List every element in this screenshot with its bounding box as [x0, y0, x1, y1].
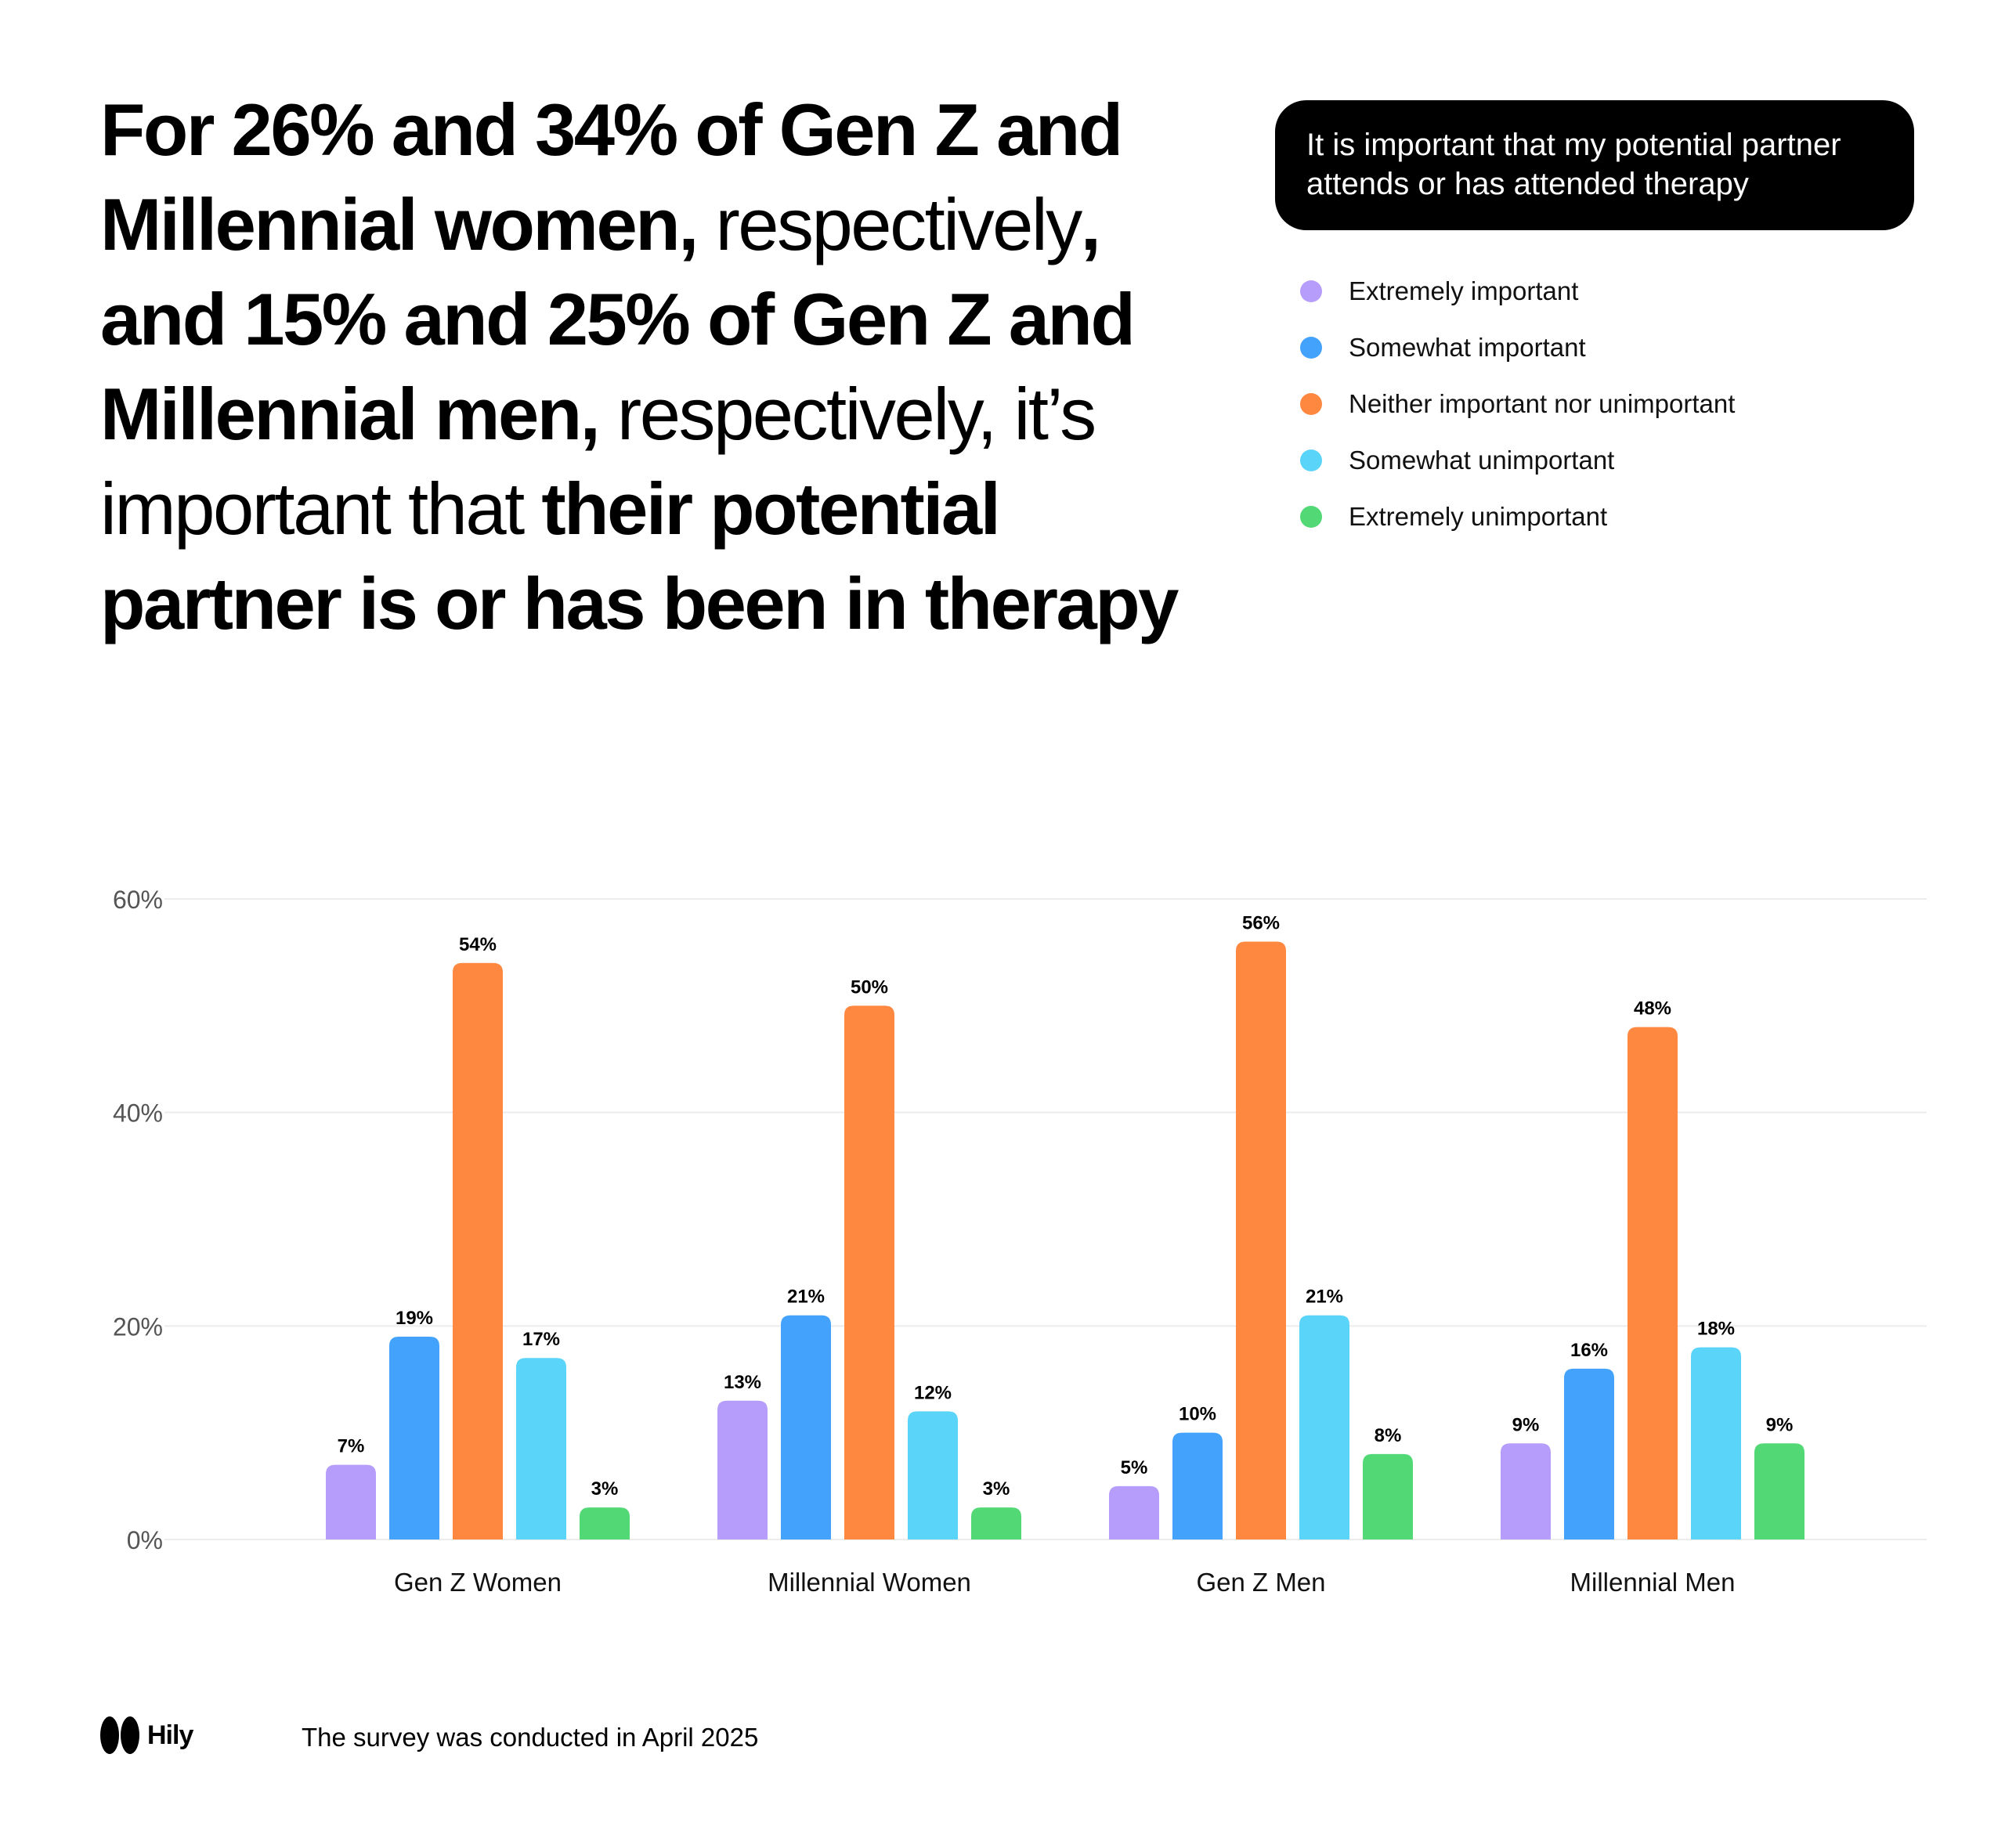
legend: Extremely important Somewhat important Nei… [1300, 263, 1735, 545]
bar [1627, 1027, 1678, 1539]
bar-value-label: 48% [1634, 998, 1671, 1020]
legend-item: Extremely unimportant [1300, 489, 1735, 545]
bar-chart: 0% 20% 40% 60% 7% 19% 54% 17% 3% Gen Z Women 13% 21… [113, 886, 1927, 1597]
bar [1754, 1443, 1804, 1539]
bar [717, 1400, 768, 1539]
bar-value-label: 5% [1121, 1457, 1148, 1478]
bar [1172, 1432, 1223, 1539]
y-tick-label: 0% [127, 1526, 163, 1554]
legend-label: Neither important nor unimportant [1349, 389, 1736, 418]
bar [580, 1507, 630, 1539]
bar-value-label: 17% [522, 1329, 560, 1350]
x-tick-label: Millennial Men [1570, 1568, 1736, 1597]
bar-value-label: 13% [724, 1372, 761, 1393]
bar-value-label: 7% [338, 1436, 365, 1457]
bar [1299, 1315, 1349, 1539]
y-tick-label: 40% [113, 1099, 163, 1128]
bar-value-label: 9% [1766, 1414, 1794, 1435]
bar-value-label: 50% [851, 976, 888, 998]
legend-label: Extremely important [1349, 276, 1579, 305]
x-tick-label: Gen Z Women [394, 1568, 562, 1597]
hily-logo-icon [100, 1716, 139, 1754]
headline-segment: , and 15% and 25% of Gen Z and Millennia… [100, 183, 1136, 455]
bar-value-label: 9% [1512, 1414, 1540, 1435]
bar [1236, 941, 1286, 1539]
bar-value-label: 19% [396, 1308, 433, 1329]
bar [1564, 1368, 1614, 1539]
bar-value-label: 16% [1570, 1340, 1608, 1361]
bar-value-label: 10% [1179, 1404, 1216, 1425]
legend-item: Extremely important [1300, 263, 1735, 319]
bar-value-label: 54% [459, 934, 497, 955]
bar-value-label: 18% [1697, 1319, 1735, 1340]
brand-logo: Hily [100, 1716, 193, 1754]
legend-label: Somewhat important [1349, 333, 1586, 362]
legend-label: Extremely unimportant [1349, 502, 1608, 531]
bar-value-label: 3% [591, 1478, 619, 1500]
legend-item: Neither important nor unimportant [1300, 376, 1735, 432]
bar [908, 1411, 958, 1539]
legend-label: Somewhat unimportant [1349, 446, 1615, 475]
bar-value-label: 8% [1375, 1425, 1402, 1446]
bar [844, 1005, 894, 1539]
bar-value-label: 56% [1242, 913, 1280, 934]
x-tick-label: Millennial Women [768, 1568, 971, 1597]
headline-segment: respectively [696, 183, 1082, 265]
bar [1501, 1443, 1551, 1539]
legend-title: It is important that my potential partne… [1275, 100, 1914, 230]
brand-name: Hily [147, 1720, 193, 1750]
bar [971, 1507, 1021, 1539]
bar [1109, 1485, 1159, 1539]
bar-value-label: 3% [983, 1478, 1010, 1500]
bar [1691, 1347, 1741, 1539]
y-tick-label: 20% [113, 1312, 163, 1341]
bar-value-label: 12% [914, 1382, 952, 1403]
headline-segment: their potential partner is or has been i… [100, 467, 1179, 644]
bar [781, 1315, 831, 1539]
headline: For 26% and 34% of Gen Z and Millennial … [100, 82, 1228, 651]
headline-segment: For 26% and 34% of Gen Z and Millennial … [100, 88, 1123, 265]
legend-swatch-icon [1300, 393, 1322, 415]
bar [389, 1336, 439, 1539]
bar [516, 1358, 566, 1539]
bar-value-label: 21% [787, 1287, 825, 1308]
headline-segment: respectively, it’s important that [100, 373, 1096, 550]
bar-value-label: 21% [1306, 1287, 1343, 1308]
legend-item: Somewhat unimportant [1300, 432, 1735, 489]
legend-swatch-icon [1300, 506, 1322, 528]
bar [1363, 1453, 1413, 1539]
legend-swatch-icon [1300, 280, 1322, 302]
y-tick-label: 60% [113, 886, 163, 914]
survey-footnote: The survey was conducted in April 2025 [302, 1723, 759, 1752]
bar [453, 962, 503, 1539]
legend-item: Somewhat important [1300, 319, 1735, 376]
legend-swatch-icon [1300, 337, 1322, 359]
x-tick-label: Gen Z Men [1196, 1568, 1325, 1597]
legend-swatch-icon [1300, 449, 1322, 471]
bar [326, 1464, 376, 1539]
